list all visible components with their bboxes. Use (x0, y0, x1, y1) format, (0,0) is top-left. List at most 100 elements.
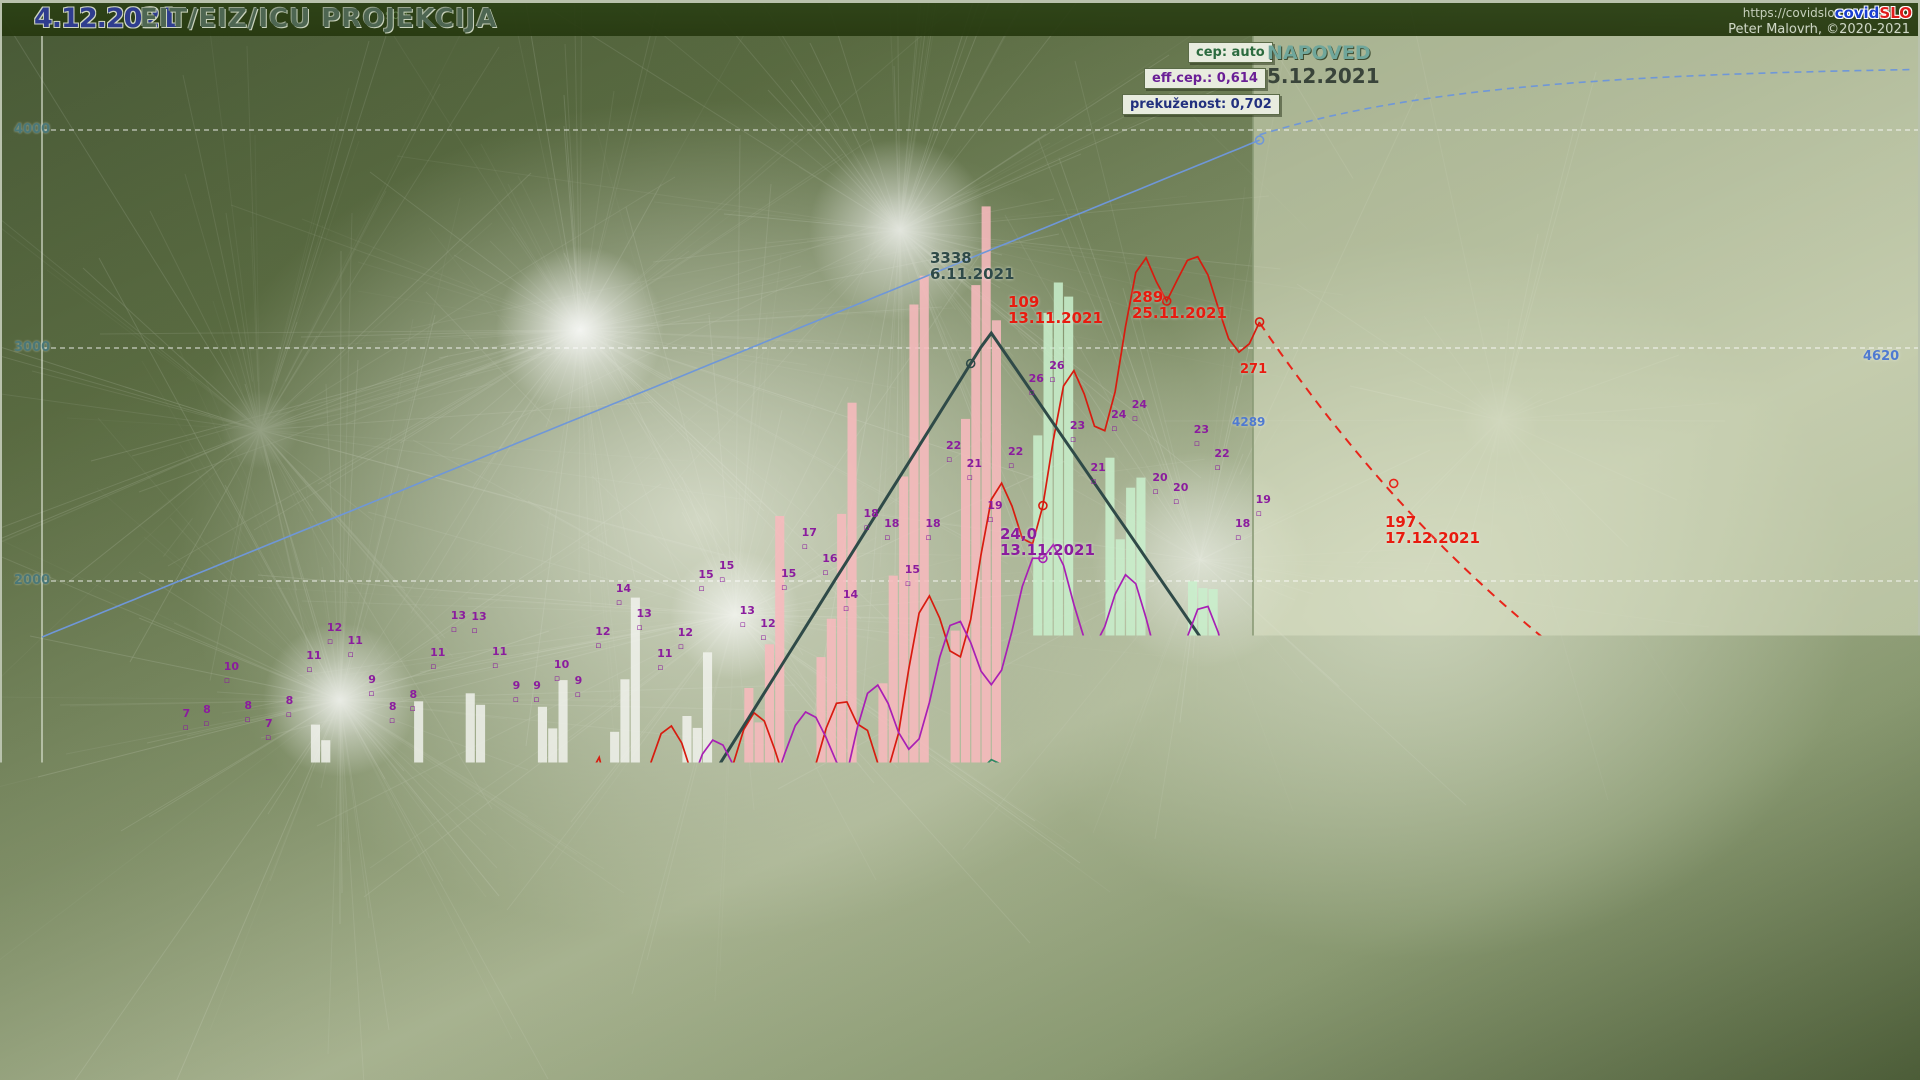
legend-item-infected[interactable]: infected (221, 1056, 317, 1077)
x-tick-10: 15.1.2022 (1659, 1026, 1732, 1041)
date-severity-cell (1271, 1041, 1279, 1052)
date-severity-cell (868, 1041, 876, 1052)
date-severity-cell (631, 1041, 639, 1052)
y-tick-1000: 1000 (14, 797, 50, 812)
y-tick-2000: 2000 (14, 573, 50, 588)
date-severity-cell (1766, 1041, 1774, 1052)
value-label: 22 ▫ (946, 439, 961, 465)
date-severity-cell (1168, 1041, 1176, 1052)
value-label: 8 ▫ (286, 694, 294, 720)
date-severity-cell (1240, 1041, 1248, 1052)
date-severity-cell (218, 1041, 226, 1052)
annotation-1045: 1045 14.9.2021 (356, 766, 440, 798)
legend-item-immune[interactable]: immune (1536, 1056, 1631, 1077)
value-label: 11 ▫ (306, 649, 321, 675)
date-severity-cell (817, 1041, 825, 1052)
legend-item-avg-cases[interactable]: avg.cases (107, 1056, 215, 1077)
brand-slo: SLO (1879, 4, 1912, 22)
legend-item-susceptible[interactable]: susceptible (1637, 1056, 1757, 1077)
value-label: 3 ✛ (452, 981, 460, 1007)
date-severity-cell (136, 1041, 144, 1052)
value-label: 2 ✛ (297, 1004, 305, 1030)
line-swatch-icon (1091, 1065, 1106, 1068)
date-severity-cell (1477, 1041, 1485, 1052)
line-swatch-icon (1544, 1065, 1559, 1068)
date-severity-cell (157, 1041, 165, 1052)
value-label: 9 ▫ (533, 679, 541, 705)
date-severity-cell (941, 1041, 949, 1052)
line-swatch-icon (986, 1065, 1001, 1068)
date-severity-cell (580, 1041, 588, 1052)
date-severity-cell (1880, 1041, 1888, 1052)
date-severity-cell (270, 1041, 278, 1052)
legend-item-all-deaths[interactable]: all deaths (1242, 1056, 1350, 1077)
cep-box[interactable]: cep: auto (1188, 42, 1273, 63)
date-severity-cell (1374, 1041, 1382, 1052)
date-severity-cell (982, 1041, 990, 1052)
value-label: 6 ✛ (1195, 931, 1203, 957)
date-severity-cell (1529, 1041, 1537, 1052)
date-severity-cell (84, 1041, 92, 1052)
date-severity-cell (559, 1041, 567, 1052)
value-label: 4 ✛ (823, 965, 831, 991)
date-severity-cell (538, 1041, 546, 1052)
legend-item-all-infected[interactable]: all infected (323, 1056, 441, 1077)
date-severity-cell (1250, 1041, 1258, 1052)
legend-label: all hosp. (1006, 1059, 1068, 1074)
value-label: 22 ▫ (1008, 445, 1023, 471)
chart-canvas[interactable] (0, 36, 1920, 1033)
date-severity-cell (363, 1041, 371, 1052)
annotation-976: 976 16.12.2021 (1373, 783, 1468, 815)
legend-label: cases (52, 1059, 93, 1074)
date-severity-cell (1405, 1041, 1413, 1052)
legend-label: admissions (628, 1059, 710, 1074)
value-label: 5 ✛ (1257, 947, 1265, 973)
legend-item-r[interactable]: R (548, 1056, 594, 1077)
legend-item-naive[interactable]: naive (1763, 1056, 1839, 1077)
value-label: 9 ▫ (513, 679, 521, 705)
legend-item-all-hosp-[interactable]: all hosp. (978, 1056, 1076, 1077)
value-label: 13 ▫ (636, 607, 651, 633)
date-severity-cell (95, 1041, 103, 1052)
date-severity-cell (1044, 1041, 1052, 1052)
value-label: 21 ▫ (1091, 461, 1106, 487)
date-severity-cell (786, 1041, 794, 1052)
legend-item-nonnaive[interactable]: nonNaive (1845, 1056, 1920, 1077)
value-label: 22 ▫ (1214, 447, 1229, 473)
legend-item-hospitalized[interactable]: hospitalized (847, 1056, 972, 1077)
legend-item-vacc[interactable]: vacc (1462, 1056, 1531, 1077)
date-severity-cell (1323, 1041, 1331, 1052)
annotation-271: 271 (1240, 363, 1267, 377)
legend-item-deaths[interactable]: deaths (1150, 1056, 1236, 1077)
prekuzenost-box[interactable]: prekuženost: 0,702 (1122, 94, 1280, 115)
x-tick-6: 15.11.2021 (1030, 1026, 1112, 1041)
date-severity-cell (1550, 1041, 1558, 1052)
date-severity-cell (1704, 1041, 1712, 1052)
date-severity-cell (1343, 1041, 1351, 1052)
date-severity-cell (301, 1041, 309, 1052)
date-severity-cell (879, 1041, 887, 1052)
date-severity-cell (1756, 1041, 1764, 1052)
value-label: 5 ✛ (1164, 962, 1172, 988)
legend-item-cases[interactable]: cases (26, 1056, 101, 1077)
date-severity-cell (1725, 1041, 1733, 1052)
value-label: 4 ✛ (699, 967, 707, 993)
value-label: 11 ▫ (348, 634, 363, 660)
legend-item-vacc-day[interactable]: vacc/day (1356, 1056, 1456, 1077)
legend-item-admissions[interactable]: admissions (600, 1056, 718, 1077)
x-tick-9: 1.1.2022 (1515, 1026, 1579, 1041)
line-swatch-icon (855, 1065, 870, 1068)
x-tick-7: 1.12.2021 (1195, 1026, 1268, 1041)
value-label: 21 ▫ (967, 457, 982, 483)
legend-item-discharged[interactable]: discharged (724, 1056, 841, 1077)
value-label: 16 ▫ (822, 552, 837, 578)
value-label: 5 ✛ (1133, 949, 1141, 975)
legend-item-odplak-[interactable]: odplakе (448, 1056, 542, 1077)
date-severity-cell (765, 1041, 773, 1052)
value-label: 15 ▫ (698, 568, 713, 594)
legend-item-icu[interactable]: ICU (1083, 1056, 1144, 1077)
eff-cep-box[interactable]: eff.cep.: 0,614 (1144, 68, 1266, 89)
forecast-region (1253, 36, 1920, 1033)
x-tick-0: 15.8.2021 (80, 1026, 153, 1041)
x-tick-3: 1.10.2021 (565, 1026, 638, 1041)
